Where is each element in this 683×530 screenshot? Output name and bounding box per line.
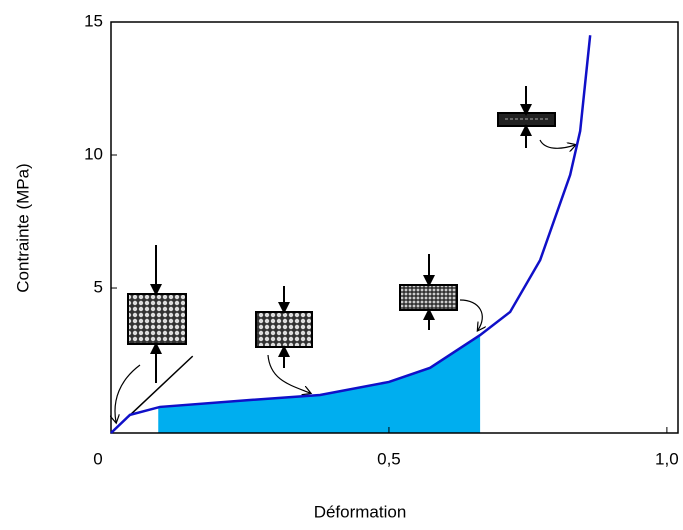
specimen-icons: [127, 86, 556, 383]
x-axis-label: Déformation: [314, 502, 407, 521]
x-tick-label: 0: [93, 449, 102, 468]
y-tick-label: 10: [84, 144, 103, 163]
x-tick-label: 0,5: [377, 449, 401, 468]
y-axis-label: Contrainte (MPa): [13, 163, 32, 292]
x-tick-label: 1,0: [655, 449, 679, 468]
shaded-area: [158, 335, 481, 433]
y-tick-label: 15: [84, 11, 103, 30]
pointer-arrows: [115, 139, 575, 422]
plot-frame: [110, 21, 679, 434]
y-tick-label: 5: [94, 278, 103, 297]
stress-curve: [110, 35, 592, 434]
